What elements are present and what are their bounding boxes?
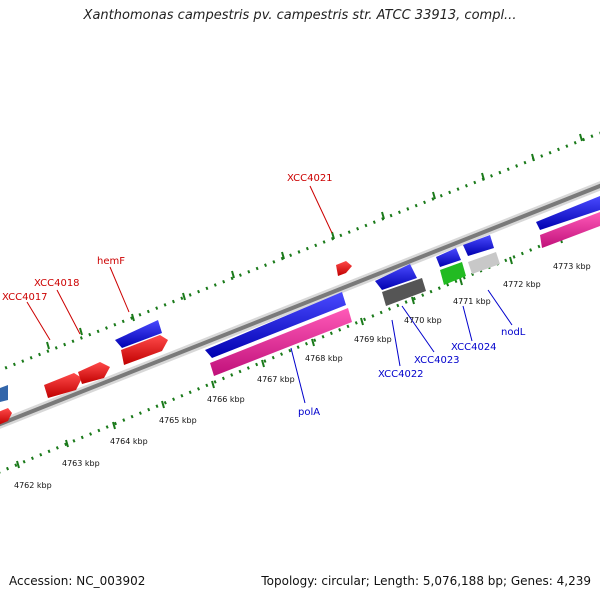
- gene-label-xcc4023[interactable]: XCC4023: [414, 355, 460, 366]
- scale-label-4769: 4769 kbp: [354, 335, 392, 344]
- accession-label: Accession: NC_003902: [9, 574, 146, 588]
- genome-stats-label: Topology: circular; Length: 5,076,188 bp…: [261, 574, 591, 588]
- genome-backbone-core: [0, 183, 600, 427]
- scale-label-4763: 4763 kbp: [62, 459, 100, 468]
- scale-label-4767: 4767 kbp: [257, 375, 295, 384]
- callout-lines: [26, 185, 333, 341]
- gene-label-xcc4017[interactable]: XCC4017: [2, 292, 48, 303]
- outer-major-ticks: [46, 133, 583, 350]
- gene-hemf[interactable]: [121, 335, 168, 365]
- feature-gray-light[interactable]: [468, 252, 500, 274]
- feature-xcc4023-gray[interactable]: [382, 278, 426, 306]
- scale-label-4768: 4768 kbp: [305, 354, 343, 363]
- gene-reverse-right[interactable]: [536, 196, 600, 230]
- page-title: Xanthomonas campestris pv. campestris st…: [83, 8, 517, 23]
- scale-label-4771: 4771 kbp: [453, 297, 491, 306]
- gene-xcc4024[interactable]: [436, 248, 461, 267]
- gene-xcc4022[interactable]: [375, 264, 417, 290]
- inner-major-ticks: [16, 235, 563, 469]
- outer-dotted-ruler: [0, 131, 600, 372]
- feature-green[interactable]: [440, 262, 466, 285]
- gene-xcc4018[interactable]: [44, 373, 82, 398]
- gene-label-xcc4021[interactable]: XCC4021: [287, 173, 333, 184]
- gene-xcc4021[interactable]: [336, 261, 352, 276]
- scale-label-4766: 4766 kbp: [207, 395, 245, 404]
- gene-xcc4017-partial[interactable]: [0, 408, 12, 425]
- scale-label-4773: 4773 kbp: [553, 262, 591, 271]
- scale-label-4765: 4765 kbp: [159, 416, 197, 425]
- feature-pola-pink[interactable]: [210, 308, 352, 376]
- gene-label-xcc4022[interactable]: XCC4022: [378, 369, 424, 380]
- scale-label-4770: 4770 kbp: [404, 316, 442, 325]
- gene-label-pola[interactable]: polA: [298, 407, 320, 418]
- gene-hemf-neighbor[interactable]: [78, 362, 110, 384]
- scale-label-4762: 4762 kbp: [14, 481, 52, 490]
- gene-label-hemf[interactable]: hemF: [97, 256, 125, 267]
- gene-reverse-1[interactable]: [115, 320, 162, 348]
- feature-partial-left: [0, 385, 8, 402]
- gene-label-xcc4018[interactable]: XCC4018: [34, 278, 80, 289]
- gene-label-nodl[interactable]: nodL: [501, 327, 526, 338]
- gene-reverse-polA-region[interactable]: [205, 292, 346, 358]
- callout-lines-blue: [290, 289, 513, 404]
- scale-label-4772: 4772 kbp: [503, 280, 541, 289]
- gene-label-xcc4024[interactable]: XCC4024: [451, 342, 497, 353]
- scale-label-4764: 4764 kbp: [110, 437, 148, 446]
- feature-pink-right[interactable]: [540, 212, 600, 248]
- gene-nodl[interactable]: [463, 235, 494, 256]
